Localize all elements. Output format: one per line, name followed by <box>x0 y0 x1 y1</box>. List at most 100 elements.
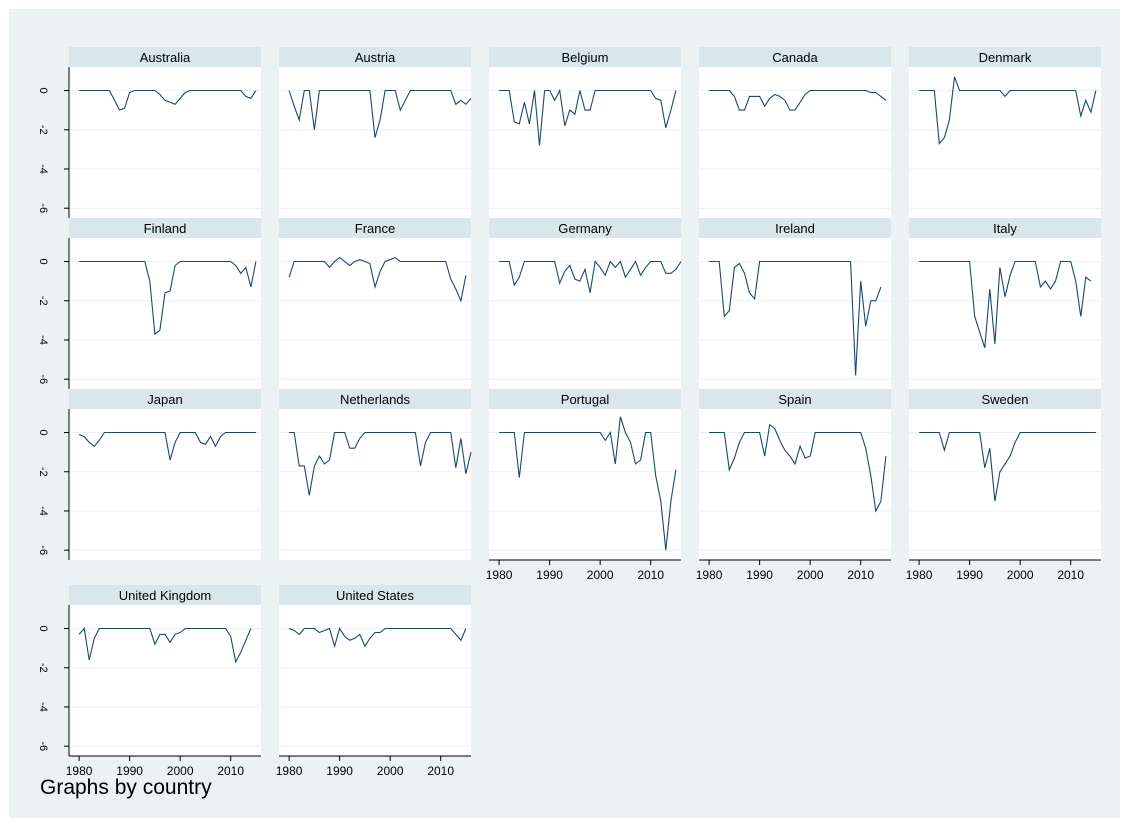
panel-title: Finland <box>144 221 187 236</box>
x-tick-label: 2010 <box>637 568 664 582</box>
x-tick-label: 2010 <box>847 568 874 582</box>
series-line <box>709 89 887 111</box>
y-tick-label: -4 <box>37 164 49 174</box>
panel-title: Sweden <box>982 392 1029 407</box>
panel-strip <box>279 47 471 67</box>
x-tick-label: 1990 <box>536 568 563 582</box>
x-tick-label: 1990 <box>116 764 143 778</box>
y-tick-label: 0 <box>37 87 49 93</box>
series-line <box>499 260 682 294</box>
series-line <box>709 423 887 513</box>
panel-title: Portugal <box>561 392 610 407</box>
x-tick-label: 1990 <box>746 568 773 582</box>
series-line <box>919 76 1097 145</box>
plot-area <box>69 605 261 756</box>
panel-strip <box>489 47 681 67</box>
plot-area <box>699 409 891 560</box>
x-tick-label: 1980 <box>696 568 723 582</box>
panel-strip <box>69 585 261 605</box>
panel-title: Canada <box>772 50 818 65</box>
panel-austria: Austria <box>279 47 472 218</box>
series-line <box>288 256 467 303</box>
panel-strip <box>699 47 891 67</box>
panel-title: Denmark <box>979 50 1032 65</box>
x-tick-label: 2010 <box>427 764 454 778</box>
series-line <box>78 627 252 664</box>
plot-area <box>909 409 1101 560</box>
panel-united-kingdom: United Kingdom 0 -2 -4 -6 1980 1990 2000 2010 <box>37 585 261 778</box>
panel-title: United States <box>336 588 415 603</box>
plot-area <box>69 67 261 218</box>
panel-portugal: Portugal 1980 1990 2000 2010 <box>486 389 681 582</box>
panel-spain: Spain 1980 1990 2000 2010 <box>696 389 891 582</box>
panel-australia: Australia 0 -2 -4 -6 <box>37 47 261 218</box>
panel-strip <box>489 389 681 409</box>
series-line <box>78 431 256 461</box>
x-tick-label: 1980 <box>906 568 933 582</box>
series-line <box>499 88 677 146</box>
y-tick-label: -2 <box>37 663 49 673</box>
x-tick-label: 2000 <box>587 568 614 582</box>
x-tick-label: 1980 <box>276 764 303 778</box>
panel-strip <box>69 47 261 67</box>
panel-denmark: Denmark <box>909 47 1101 218</box>
footnote: Graphs by country <box>40 776 212 799</box>
panel-title: France <box>355 221 395 236</box>
panel-title: United Kingdom <box>119 588 212 603</box>
panel-strip <box>699 389 891 409</box>
panel-title: Spain <box>778 392 811 407</box>
panel-strip <box>909 47 1101 67</box>
plot-area <box>489 238 681 389</box>
y-tick-label: -6 <box>37 203 49 213</box>
panel-title: Germany <box>558 221 612 236</box>
y-tick-label: -6 <box>37 374 49 384</box>
series-line <box>919 260 1092 348</box>
y-tick-label: -4 <box>37 506 49 516</box>
panel-strip <box>69 389 261 409</box>
plot-area <box>69 409 261 560</box>
panel-france: France <box>279 218 471 389</box>
panel-strip <box>909 218 1101 238</box>
panel-title: Australia <box>140 50 191 65</box>
panel-title: Japan <box>147 392 182 407</box>
panel-strip <box>489 218 681 238</box>
x-tick-label: 2010 <box>217 764 244 778</box>
panel-united-states: United States 1980 1990 2000 2010 <box>276 585 471 778</box>
plot-area <box>489 67 681 218</box>
panel-title: Netherlands <box>340 392 411 407</box>
plot-area <box>279 605 471 756</box>
y-tick-label: 0 <box>37 625 49 631</box>
panel-title: Austria <box>355 50 396 65</box>
panel-strip <box>279 218 471 238</box>
series-line <box>499 416 677 551</box>
panel-netherlands: Netherlands <box>279 389 472 560</box>
panel-canada: Canada <box>699 47 891 218</box>
panel-japan: Japan 0 -2 -4 -6 <box>37 389 261 560</box>
panel-italy: Italy <box>909 218 1101 389</box>
plot-area <box>909 67 1101 218</box>
plot-area <box>489 409 681 560</box>
x-tick-label: 1980 <box>486 568 513 582</box>
y-tick-label: -6 <box>37 741 49 751</box>
x-tick-label: 2000 <box>797 568 824 582</box>
panel-strip <box>279 389 471 409</box>
plot-area <box>279 238 471 389</box>
series-line <box>289 431 472 496</box>
x-tick-label: 1980 <box>66 764 93 778</box>
panel-finland: Finland 0 -2 -4 -6 <box>37 218 261 389</box>
panel-strip <box>279 585 471 605</box>
y-tick-label: 0 <box>37 258 49 264</box>
panel-strip <box>909 389 1101 409</box>
series-line <box>709 260 882 376</box>
plot-area <box>69 238 261 389</box>
x-tick-label: 2010 <box>1057 568 1084 582</box>
panel-ireland: Ireland <box>699 218 891 389</box>
series-line <box>79 260 257 336</box>
panel-sweden: Sweden 1980 1990 2000 2010 <box>906 389 1101 582</box>
panel-title: Belgium <box>562 50 609 65</box>
x-tick-label: 2000 <box>1007 568 1034 582</box>
y-tick-label: -4 <box>37 335 49 345</box>
plot-area <box>279 67 471 218</box>
